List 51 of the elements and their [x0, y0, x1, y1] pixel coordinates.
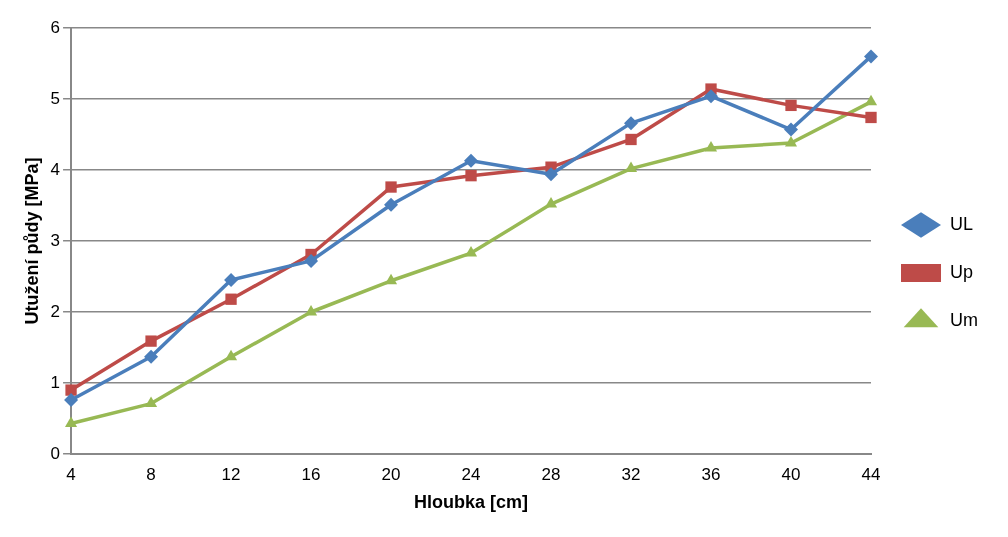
- point: [384, 273, 398, 285]
- point: [865, 111, 877, 124]
- point: [544, 167, 559, 182]
- point: [384, 197, 399, 212]
- x-tick-label: 12: [221, 464, 241, 484]
- point: [385, 181, 397, 193]
- y-tick-label: 4: [50, 159, 61, 179]
- y-tick-label: 1: [50, 372, 61, 392]
- y-tick-label: 3: [50, 230, 61, 250]
- point: [544, 197, 558, 208]
- y-tick-label: 2: [50, 301, 61, 321]
- x-tick-label: 36: [701, 464, 721, 484]
- point: [784, 122, 799, 137]
- point: [464, 153, 479, 168]
- point: [704, 89, 719, 104]
- x-tick-label: 32: [621, 464, 641, 484]
- point: [624, 161, 638, 173]
- point: [224, 273, 239, 288]
- y-tick-label: 5: [50, 88, 61, 108]
- point: [864, 49, 879, 64]
- x-tick-label: 16: [301, 464, 321, 484]
- y-axis-title: Utužení půdy [MPa]: [21, 157, 42, 325]
- x-tick-label: 8: [146, 464, 156, 484]
- point: [144, 396, 158, 408]
- x-axis-title: Hloubka [cm]: [414, 492, 529, 513]
- point: [224, 349, 238, 361]
- point: [624, 116, 639, 131]
- x-tick-label: 24: [461, 464, 481, 484]
- point: [784, 136, 798, 147]
- legend-label: Um: [950, 309, 979, 330]
- x-tick-label: 44: [861, 464, 881, 484]
- legend-label: Up: [950, 261, 974, 282]
- point: [225, 293, 237, 305]
- point: [145, 335, 157, 347]
- x-tick-label: 40: [781, 464, 801, 484]
- point: [64, 416, 78, 427]
- point: [64, 393, 79, 408]
- x-tick-label: 4: [66, 464, 76, 484]
- point: [144, 349, 159, 364]
- point: [465, 170, 477, 182]
- y-tick-label: 0: [50, 443, 61, 463]
- point: [625, 133, 637, 146]
- point: [785, 99, 797, 112]
- y-tick-label: 6: [50, 17, 61, 37]
- x-tick-label: 28: [541, 464, 561, 484]
- legend-label: UL: [950, 213, 974, 234]
- point: [864, 94, 878, 106]
- point: [464, 246, 478, 257]
- x-tick-label: 20: [381, 464, 401, 484]
- point: [304, 305, 318, 316]
- point: [304, 253, 319, 268]
